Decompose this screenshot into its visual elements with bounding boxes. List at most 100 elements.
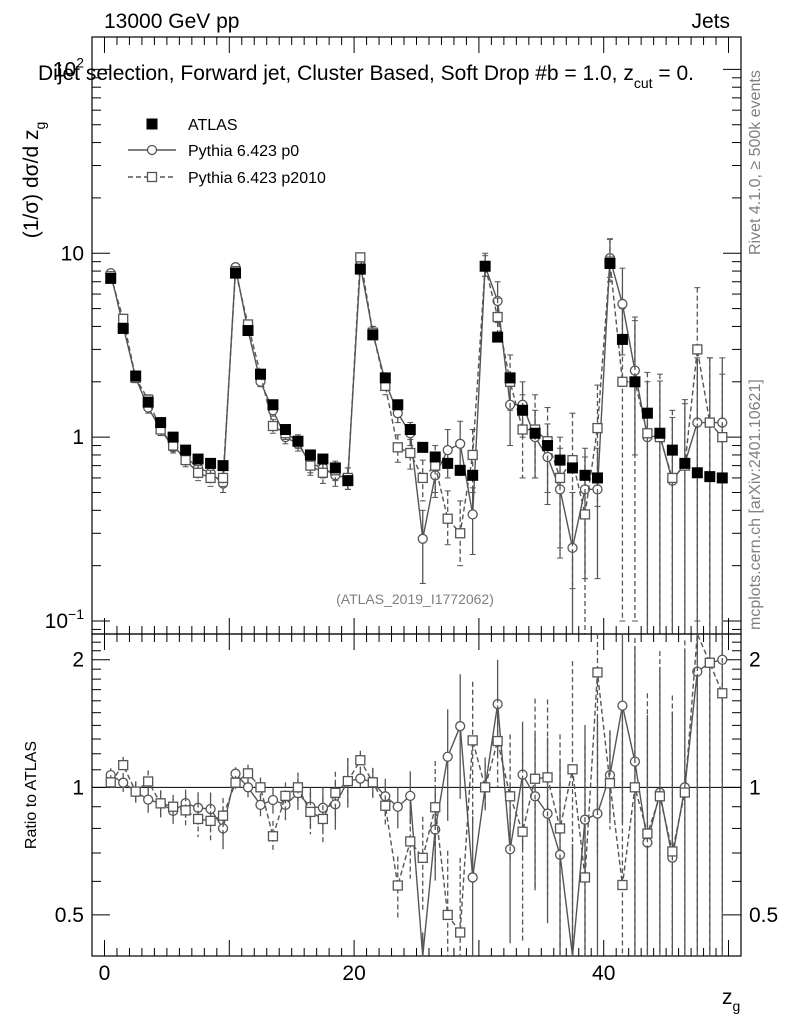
ratio-point <box>579 872 591 883</box>
ratio-point <box>242 768 254 779</box>
ratio-point <box>355 773 366 784</box>
y-tick-label-base: 10 <box>61 242 84 265</box>
ratio-y-tick-label: 1 <box>72 776 84 799</box>
data-point <box>616 333 628 345</box>
data-point <box>592 422 603 434</box>
data-point <box>492 331 504 343</box>
ratio-point <box>554 823 566 834</box>
ratio-point <box>255 782 266 793</box>
ratio-point <box>330 787 341 798</box>
data-point <box>692 344 703 355</box>
data-point <box>379 372 391 384</box>
ratio-point <box>455 927 466 938</box>
ratio-point <box>442 751 453 762</box>
data-point <box>230 267 242 279</box>
plot-title: Dijet selection, Forward jet, Cluster Ba… <box>38 62 694 91</box>
ratio-point <box>667 846 678 857</box>
series-pythia-6-423-p2010 <box>105 238 728 635</box>
data-point <box>392 442 403 453</box>
ratio-point <box>430 802 441 813</box>
legend-label: Pythia 6.423 p0 <box>188 143 299 160</box>
y-tick-label: 1 <box>72 426 84 449</box>
data-point <box>155 417 167 429</box>
data-point <box>180 444 192 456</box>
ratio-point <box>217 810 229 821</box>
ratio-y-tick-label-right: 0.5 <box>749 904 778 927</box>
data-point <box>130 370 142 382</box>
data-point <box>467 469 479 481</box>
legend-marker <box>146 118 158 130</box>
y-tick-label: 10−1 <box>45 606 85 633</box>
data-point <box>367 329 379 341</box>
ratio-point <box>267 794 279 806</box>
ratio-point <box>143 776 154 787</box>
ratio-point <box>704 657 715 668</box>
data-point <box>217 460 229 472</box>
data-point <box>417 441 429 453</box>
ratio-y-tick-label: 2 <box>72 649 84 672</box>
data-point <box>467 509 478 520</box>
x-axis-label-main: z <box>722 986 733 1009</box>
ratio-point <box>392 880 403 891</box>
ratio-point <box>167 801 179 812</box>
x-axis-label-sub: g <box>733 998 741 1014</box>
ratio-frame: 0.5 0.5 1 1 2 2 0 20 40 <box>55 633 778 985</box>
ratio-point <box>292 782 304 793</box>
ratio-point <box>267 831 279 842</box>
ratio-point <box>679 787 690 798</box>
data-point <box>118 313 129 324</box>
ratio-point <box>642 828 653 839</box>
data-point <box>205 457 217 469</box>
y-tick-label-exponent: 2 <box>76 54 84 70</box>
data-point <box>654 427 666 439</box>
data-point <box>417 533 428 544</box>
ratio-point <box>417 852 428 863</box>
data-point <box>666 444 678 456</box>
plot-title-main: Dijet selection, Forward jet, Cluster Ba… <box>38 62 634 85</box>
data-point <box>329 462 341 474</box>
y-axis-label-main: (1/σ) dσ/d z <box>20 130 43 239</box>
data-point <box>479 260 491 272</box>
ratio-point <box>567 764 578 775</box>
ratio-point <box>405 790 416 802</box>
data-point <box>304 449 316 461</box>
data-point <box>617 376 628 387</box>
ratio-y-tick-label-right: 2 <box>749 649 761 672</box>
data-point <box>716 472 728 484</box>
data-point <box>254 368 266 380</box>
x-tick-label: 40 <box>592 962 615 985</box>
y-tick-label-base: 10 <box>53 58 76 81</box>
ratio-plot-area <box>91 633 742 957</box>
data-point <box>305 460 316 471</box>
legend-item: Pythia 6.423 p2010 <box>128 170 326 187</box>
data-point <box>704 471 716 483</box>
data-point <box>629 376 641 388</box>
data-point <box>167 431 179 443</box>
ratio-point <box>280 790 291 802</box>
data-point <box>267 420 279 432</box>
x-tick-label: 0 <box>99 962 111 985</box>
data-point <box>641 407 653 419</box>
plot-title-end: = 0. <box>653 62 694 85</box>
data-point <box>679 457 691 469</box>
data-point <box>492 311 503 323</box>
y-axis-label: (1/σ) dσ/d zg <box>20 122 48 239</box>
ratio-point <box>205 815 216 827</box>
y-tick-label-exponent: −1 <box>68 606 84 622</box>
ratio-point <box>405 836 416 847</box>
data-point <box>617 298 628 310</box>
data-point <box>554 472 566 484</box>
header-left: 13000 GeV pp <box>104 10 239 33</box>
data-point <box>442 457 454 469</box>
y-tick-label: 10 <box>61 242 84 265</box>
side-label-bottom: mcplots.cern.ch [arXiv:2401.10621] <box>747 379 764 630</box>
data-point <box>517 404 529 416</box>
ratio-point <box>118 777 129 788</box>
side-label-top: Rivet 4.1.0, ≥ 500k events <box>747 70 764 255</box>
ratio-point <box>317 813 329 825</box>
data-point <box>317 453 329 465</box>
x-tick-label: 20 <box>342 962 365 985</box>
data-point <box>405 447 416 459</box>
